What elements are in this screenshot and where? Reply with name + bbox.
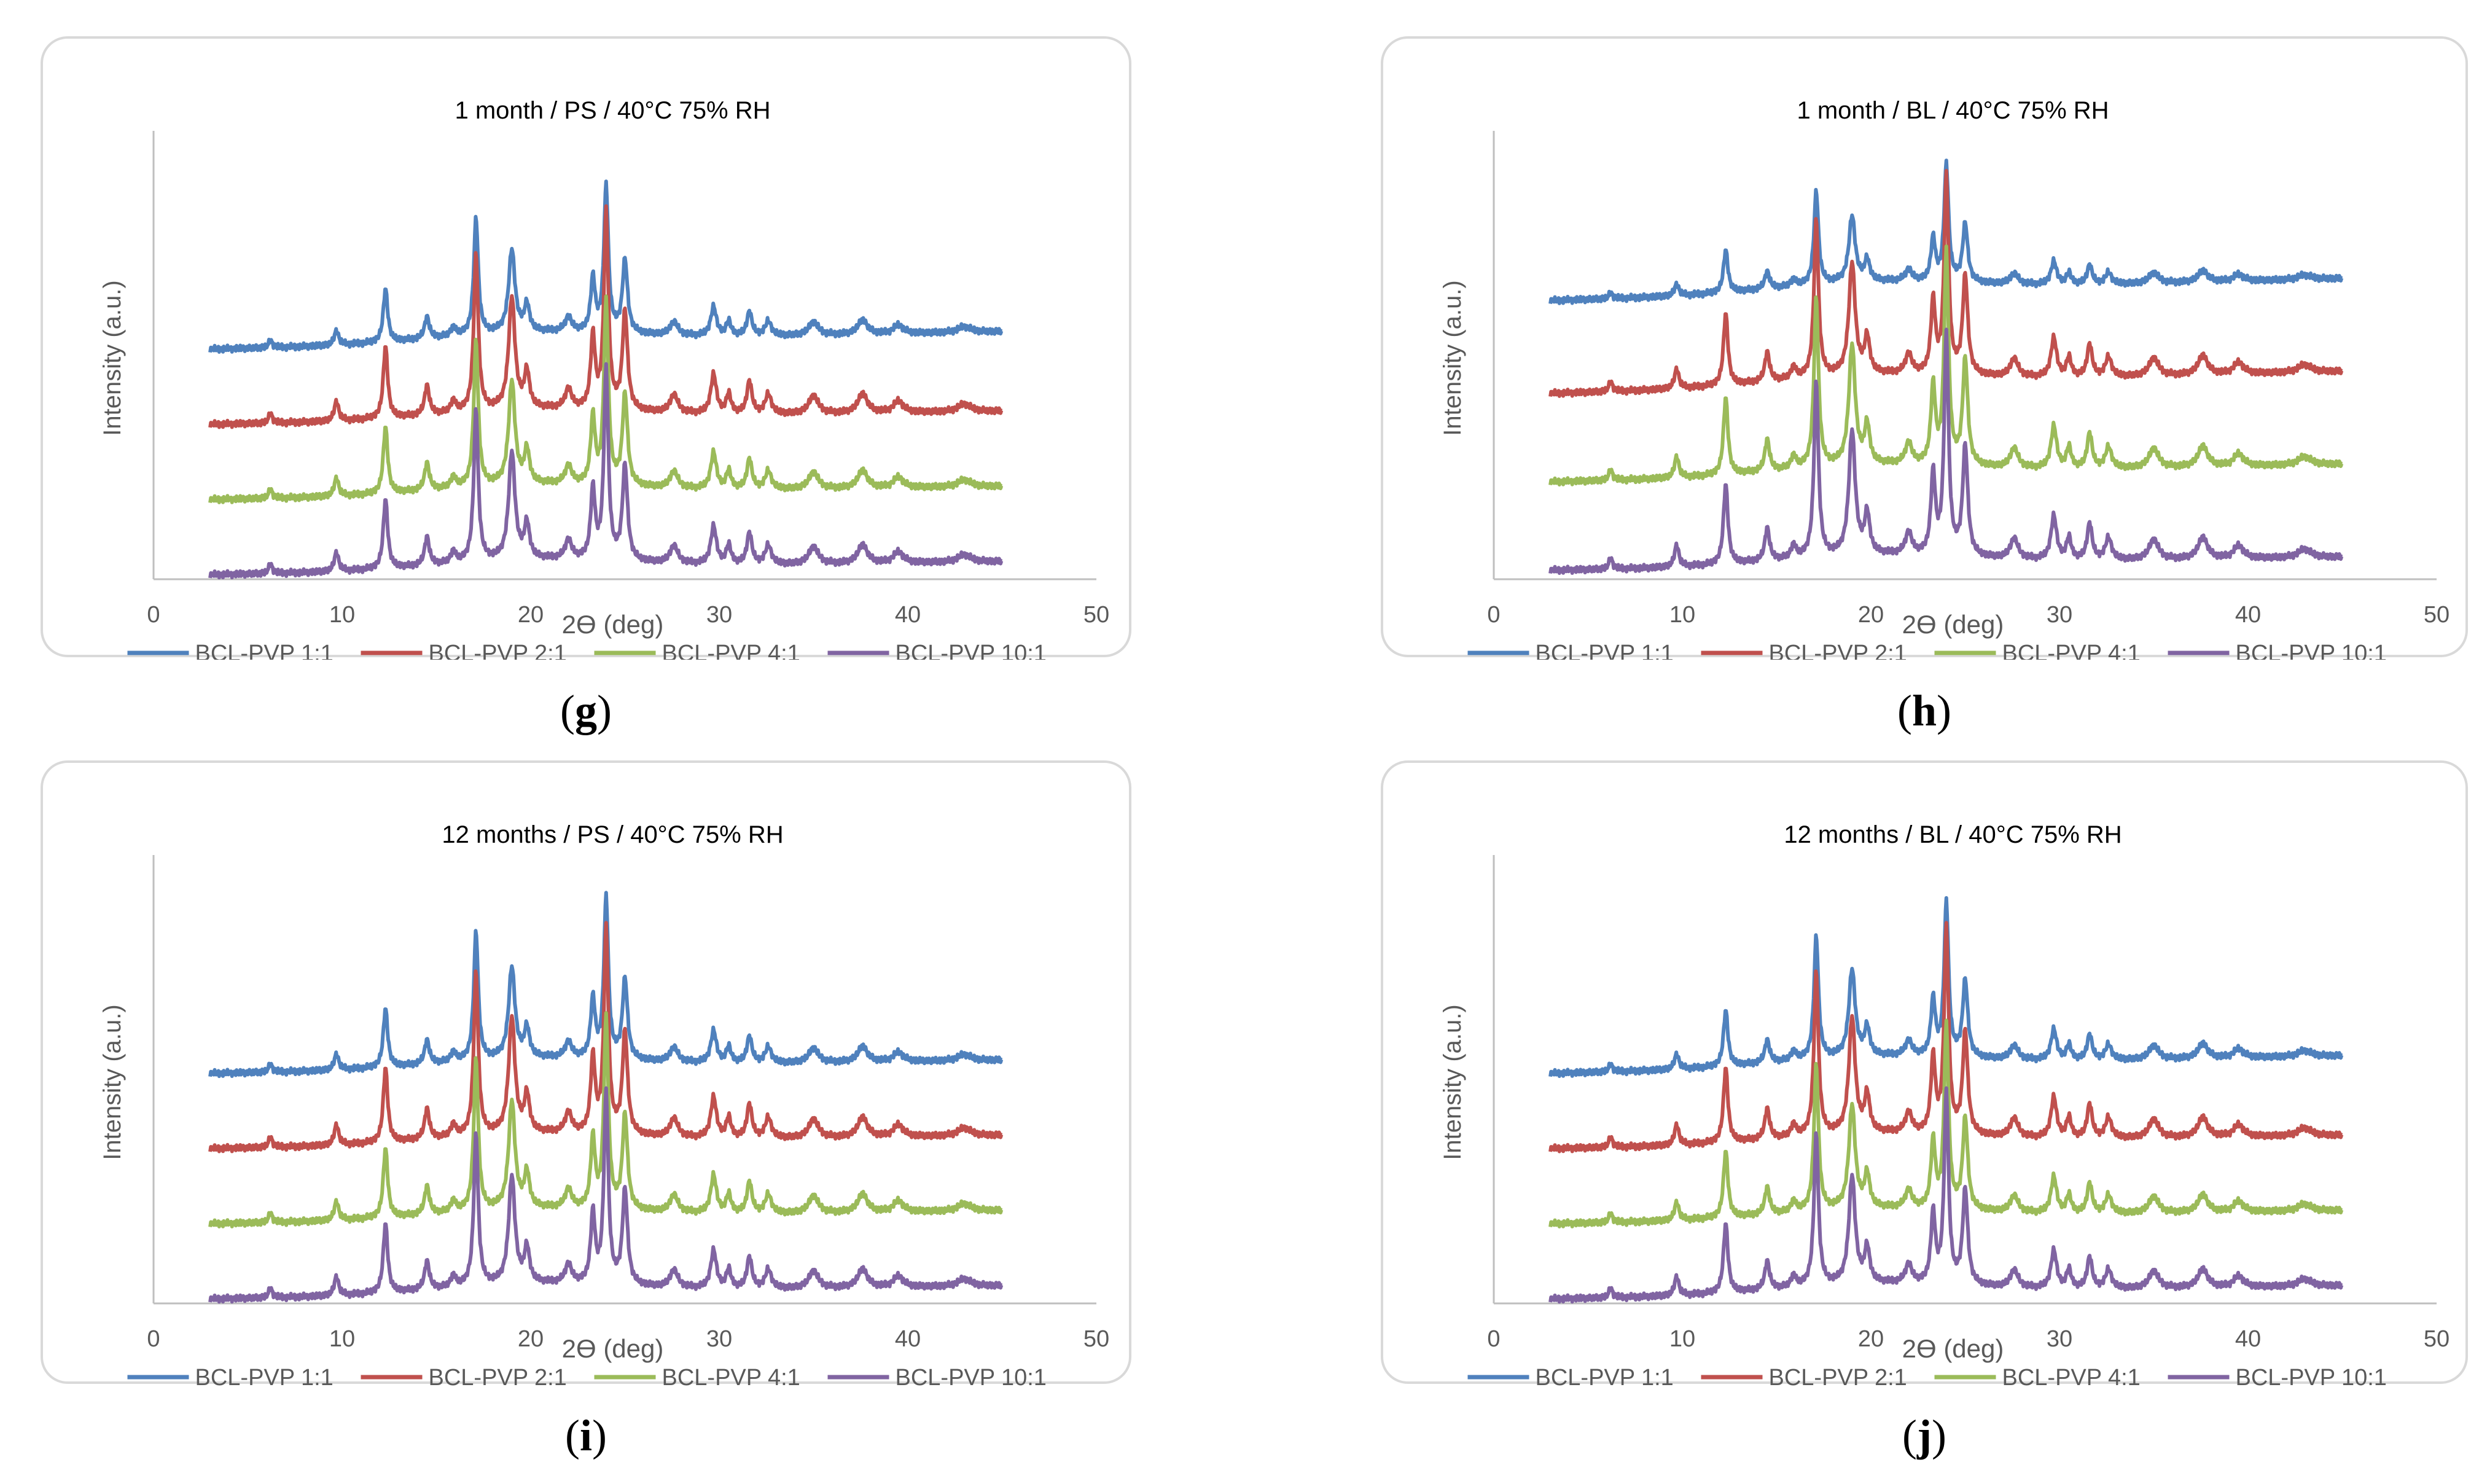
legend-label-3: BCL-PVP 4:1 <box>2002 641 2141 660</box>
chart-title: 12 months / PS / 40°C 75% RH <box>442 821 783 848</box>
x-tick-label: 50 <box>1083 602 1109 628</box>
chart-title: 12 months / BL / 40°C 75% RH <box>1784 821 2122 848</box>
x-tick-label: 40 <box>2235 1326 2261 1352</box>
x-tick-label: 20 <box>1858 1326 1884 1352</box>
series-line-3 <box>208 294 1004 504</box>
series-line-4 <box>208 1086 1004 1304</box>
chart-svg-i: 12 months / PS / 40°C 75% RH 0 10 20 30 40 50 2… <box>99 821 1109 1386</box>
legend-label-3: BCL-PVP 4:1 <box>662 1365 800 1386</box>
series-line-3 <box>1548 244 2344 486</box>
x-tick-label: 20 <box>518 602 544 628</box>
x-tick-label: 20 <box>1858 602 1884 628</box>
series-line-1 <box>208 891 1004 1079</box>
chart-panel-h: 1 month / BL / 40°C 75% RH 0 10 20 30 40 50 2ϴ … <box>1381 36 2468 660</box>
chart-svg-h: 1 month / BL / 40°C 75% RH 0 10 20 30 40 50 2ϴ … <box>1439 97 2450 660</box>
x-tick-label: 40 <box>895 1326 921 1352</box>
x-tick-label: 0 <box>1487 602 1500 628</box>
chart-panel-g: 1 month / PS / 40°C 75% RH 0 10 20 30 40 50 2ϴ … <box>41 36 1131 660</box>
legend-label-2: BCL-PVP 2:1 <box>429 1365 567 1386</box>
y-axis-label: Intensity (a.u.) <box>1439 1004 1466 1160</box>
panel-label-j: (j) <box>1902 1411 1946 1460</box>
x-axis-label: 2ϴ (deg) <box>562 610 664 639</box>
y-axis-label: Intensity (a.u.) <box>99 1004 126 1160</box>
legend-label-4: BCL-PVP 10:1 <box>896 641 1047 660</box>
series-line-1 <box>1548 158 2344 305</box>
series-line-2 <box>208 921 1004 1154</box>
x-tick-label: 40 <box>2235 602 2261 628</box>
panel-label-h: (h) <box>1897 686 1951 735</box>
x-axis-label: 2ϴ (deg) <box>562 1334 664 1363</box>
chart-svg-j: 12 months / BL / 40°C 75% RH 0 10 20 30 40 50 2… <box>1439 821 2450 1386</box>
x-tick-label: 40 <box>895 602 921 628</box>
legend-label-3: BCL-PVP 4:1 <box>662 641 800 660</box>
y-axis-label: Intensity (a.u.) <box>99 280 126 435</box>
legend-label-2: BCL-PVP 2:1 <box>429 641 567 660</box>
x-tick-label: 30 <box>706 1326 732 1352</box>
x-tick-label: 50 <box>2424 602 2450 628</box>
chart-title: 1 month / PS / 40°C 75% RH <box>455 97 770 124</box>
chart-panel-j: 12 months / BL / 40°C 75% RH 0 10 20 30 40 50 2… <box>1381 760 2468 1386</box>
series-line-2 <box>1548 921 2344 1154</box>
legend-label-2: BCL-PVP 2:1 <box>1769 1365 1907 1386</box>
series-line-3 <box>208 1011 1004 1228</box>
x-tick-label: 0 <box>1487 1326 1500 1352</box>
x-tick-label: 10 <box>1669 1326 1695 1352</box>
series-line-1 <box>1548 896 2344 1078</box>
panel-label-i: (i) <box>565 1411 607 1460</box>
chart-panel-i: 12 months / PS / 40°C 75% RH 0 10 20 30 40 50 2… <box>41 760 1131 1386</box>
x-tick-label: 0 <box>147 602 160 628</box>
series-line-2 <box>208 204 1004 429</box>
x-axis-label: 2ϴ (deg) <box>1902 610 2004 639</box>
legend-label-4: BCL-PVP 10:1 <box>2236 1365 2387 1386</box>
series-line-1 <box>208 179 1004 354</box>
legend-label-1: BCL-PVP 1:1 <box>195 1365 334 1386</box>
x-tick-label: 50 <box>1083 1326 1109 1352</box>
y-axis-label: Intensity (a.u.) <box>1439 280 1466 435</box>
legend-label-3: BCL-PVP 4:1 <box>2002 1365 2141 1386</box>
series-line-4 <box>208 362 1004 580</box>
legend-label-2: BCL-PVP 2:1 <box>1769 641 1907 660</box>
legend-label-1: BCL-PVP 1:1 <box>195 641 334 660</box>
chart-title: 1 month / BL / 40°C 75% RH <box>1797 97 2109 124</box>
x-tick-label: 30 <box>706 602 732 628</box>
legend-label-1: BCL-PVP 1:1 <box>1536 1365 1674 1386</box>
x-tick-label: 30 <box>2047 1326 2072 1352</box>
legend-label-4: BCL-PVP 10:1 <box>2236 641 2387 660</box>
series-line-3 <box>1548 1018 2344 1228</box>
x-tick-label: 10 <box>329 1326 355 1352</box>
x-axis-label: 2ϴ (deg) <box>1902 1334 2004 1363</box>
x-tick-label: 50 <box>2424 1326 2450 1352</box>
legend-label-1: BCL-PVP 1:1 <box>1536 641 1674 660</box>
series-line-2 <box>1548 168 2344 398</box>
x-tick-label: 20 <box>518 1326 544 1352</box>
x-tick-label: 30 <box>2047 602 2072 628</box>
series-line-4 <box>1548 1086 2344 1304</box>
x-tick-label: 10 <box>329 602 355 628</box>
panel-label-g: (g) <box>560 686 612 735</box>
x-tick-label: 10 <box>1669 602 1695 628</box>
chart-svg-g: 1 month / PS / 40°C 75% RH 0 10 20 30 40 50 2ϴ … <box>99 97 1109 660</box>
x-tick-label: 0 <box>147 1326 160 1352</box>
legend-label-4: BCL-PVP 10:1 <box>896 1365 1047 1386</box>
series-line-4 <box>1548 327 2344 575</box>
